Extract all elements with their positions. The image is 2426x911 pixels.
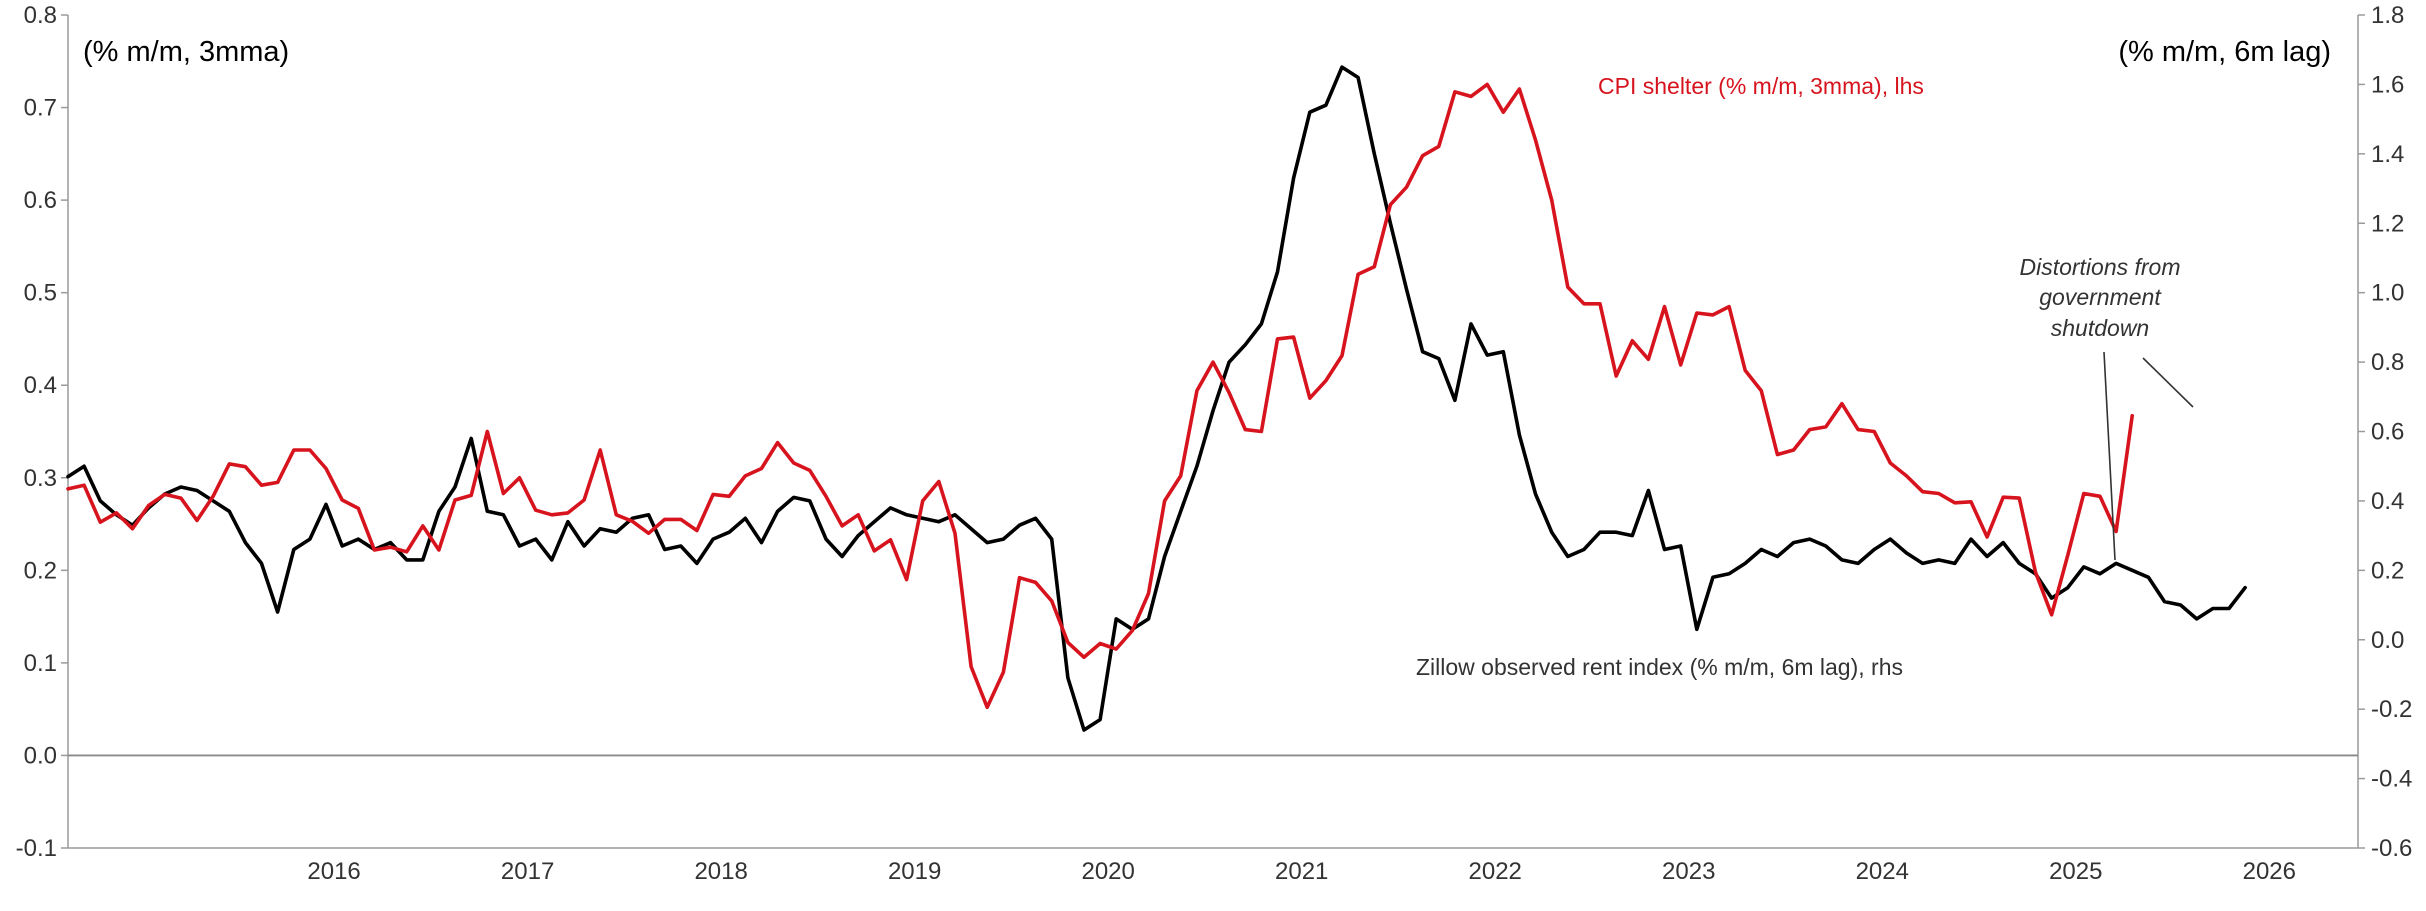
left-tick-label: 0.3 — [24, 465, 57, 492]
plot-frame — [67, 15, 2359, 849]
right-tick-label: 0.6 — [2371, 419, 2404, 446]
x-tick-label: 2023 — [1662, 858, 1715, 885]
right-tick-label: 0.8 — [2371, 349, 2404, 376]
right-tick-label: 1.8 — [2371, 2, 2404, 29]
x-tick-label: 2024 — [1856, 858, 1909, 885]
right-tick-label: 1.2 — [2371, 210, 2404, 237]
x-tick-label: 2018 — [694, 858, 747, 885]
right-tick-label: 0.0 — [2371, 627, 2404, 654]
right-tick-label: -0.6 — [2371, 835, 2412, 862]
shutdown-note-line-3: shutdown — [2051, 315, 2149, 341]
right-tick-label: -0.2 — [2371, 696, 2412, 723]
right-tick-label: 0.2 — [2371, 557, 2404, 584]
series-layer — [66, 65, 2247, 732]
x-axis-ticks: 2016 2017 2018 2019 2020 2021 2022 2023 2024 2025… — [307, 858, 2296, 885]
shutdown-note-line-1: Distortions from — [2019, 254, 2180, 280]
left-tick-label: 0.2 — [24, 557, 57, 584]
x-tick-label: 2019 — [888, 858, 941, 885]
x-tick-label: 2026 — [2243, 858, 2296, 885]
left-axis-unit-label: (% m/m, 3mma) — [83, 36, 289, 68]
left-tick-label: 0.1 — [24, 650, 57, 677]
shutdown-pointer-line-right — [2142, 357, 2194, 408]
cpi-shelter-series-label: CPI shelter (% m/m, 3mma), lhs — [1598, 73, 1924, 99]
shutdown-note-line-2: government — [2039, 284, 2162, 310]
right-axis-unit-label: (% m/m, 6m lag) — [2118, 36, 2331, 68]
right-tick-label: 0.4 — [2371, 488, 2404, 515]
left-tick-label: -0.1 — [16, 835, 57, 862]
cpi-shelter-series-line — [66, 82, 2134, 710]
x-tick-label: 2025 — [2049, 858, 2102, 885]
zillow-series-label: Zillow observed rent index (% m/m, 6m la… — [1416, 654, 1903, 680]
left-tick-label: 0.6 — [24, 187, 57, 214]
left-tick-label: 0.8 — [24, 2, 57, 29]
zillow-rent-series-line — [66, 65, 2247, 732]
left-tick-label: 0.5 — [24, 280, 57, 307]
right-tick-label: 1.4 — [2371, 141, 2404, 168]
x-tick-label: 2020 — [1081, 858, 1134, 885]
left-tick-label: 0.4 — [24, 372, 57, 399]
right-tick-label: 1.6 — [2371, 71, 2404, 98]
right-tick-label: -0.4 — [2371, 766, 2412, 793]
x-tick-label: 2021 — [1275, 858, 1328, 885]
x-tick-label: 2022 — [1469, 858, 1522, 885]
right-tick-label: 1.0 — [2371, 280, 2404, 307]
shutdown-pointer-line-left — [2103, 351, 2116, 561]
left-tick-label: 0.0 — [24, 742, 57, 769]
x-tick-label: 2016 — [307, 858, 360, 885]
x-tick-label: 2017 — [501, 858, 554, 885]
left-tick-label: 0.7 — [24, 95, 57, 122]
right-axis-ticks: -0.6 -0.4 -0.2 0.0 0.2 0.4 0.6 0.8 1.0 1.2 1.4 1.6 1… — [2358, 2, 2412, 862]
left-axis-ticks: -0.1 0.0 0.1 0.2 0.3 0.4 0.5 0.6 0.7 0.8 — [16, 2, 68, 862]
